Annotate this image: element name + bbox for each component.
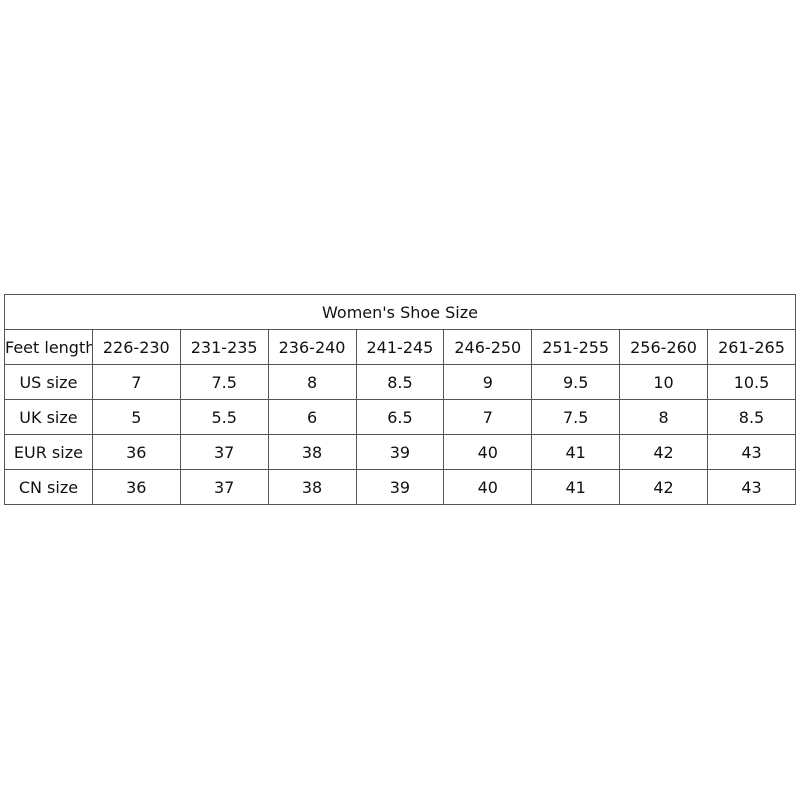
table-cell: 10: [619, 364, 708, 400]
table-cell: 40: [443, 469, 533, 505]
header-cell: 231-235: [179, 329, 269, 365]
table-cell: 39: [355, 434, 445, 470]
row-label: CN size: [4, 469, 93, 505]
table-cell: 37: [179, 434, 269, 470]
table-cell: 6: [267, 399, 357, 435]
header-cell: 251-255: [531, 329, 621, 365]
table-cell: 36: [91, 434, 181, 470]
table-cell: 43: [707, 434, 796, 470]
header-cell: 246-250: [443, 329, 533, 365]
title-row: Women's Shoe Size: [4, 294, 796, 330]
table-cell: 7.5: [531, 399, 621, 435]
table-cell: 36: [91, 469, 181, 505]
header-cell: 261-265: [707, 329, 796, 365]
table-cell: 41: [531, 434, 621, 470]
header-row: Feet length(MM) 226-230231-235236-240241…: [4, 329, 796, 365]
table-cell: 8: [267, 364, 357, 400]
table-cell: 9.5: [531, 364, 621, 400]
header-cell: 236-240: [267, 329, 357, 365]
table-cell: 5.5: [179, 399, 269, 435]
header-cell: 226-230: [91, 329, 181, 365]
shoe-size-table: Women's Shoe Size Feet length(MM) 226-23…: [4, 294, 796, 505]
row-label: US size: [4, 364, 93, 400]
table-cell: 8: [619, 399, 708, 435]
table-cell: 9: [443, 364, 533, 400]
header-cell: 256-260: [619, 329, 708, 365]
table-cell: 6.5: [355, 399, 445, 435]
table-cell: 41: [531, 469, 621, 505]
table-row: CN size 36 37 38 39 40 41 42 43: [4, 469, 796, 505]
table-cell: 7: [91, 364, 181, 400]
header-cell: 241-245: [355, 329, 445, 365]
table-row: UK size 5 5.5 6 6.5 7 7.5 8 8.5: [4, 399, 796, 435]
table-cell: 42: [619, 469, 708, 505]
table-cell: 5: [91, 399, 181, 435]
table-cell: 10.5: [707, 364, 796, 400]
table-cell: 7.5: [179, 364, 269, 400]
table-row: EUR size 36 37 38 39 40 41 42 43: [4, 434, 796, 470]
table-cell: 42: [619, 434, 708, 470]
table-cell: 8.5: [355, 364, 445, 400]
table-cell: 37: [179, 469, 269, 505]
table-cell: 38: [267, 434, 357, 470]
table-cell: 43: [707, 469, 796, 505]
row-label: UK size: [4, 399, 93, 435]
table-row: US size 7 7.5 8 8.5 9 9.5 10 10.5: [4, 364, 796, 400]
table-cell: 7: [443, 399, 533, 435]
table-title: Women's Shoe Size: [4, 294, 796, 330]
table-cell: 39: [355, 469, 445, 505]
table-cell: 38: [267, 469, 357, 505]
table-cell: 8.5: [707, 399, 796, 435]
row-label: EUR size: [4, 434, 93, 470]
header-label: Feet length(MM): [4, 329, 93, 365]
table-cell: 40: [443, 434, 533, 470]
